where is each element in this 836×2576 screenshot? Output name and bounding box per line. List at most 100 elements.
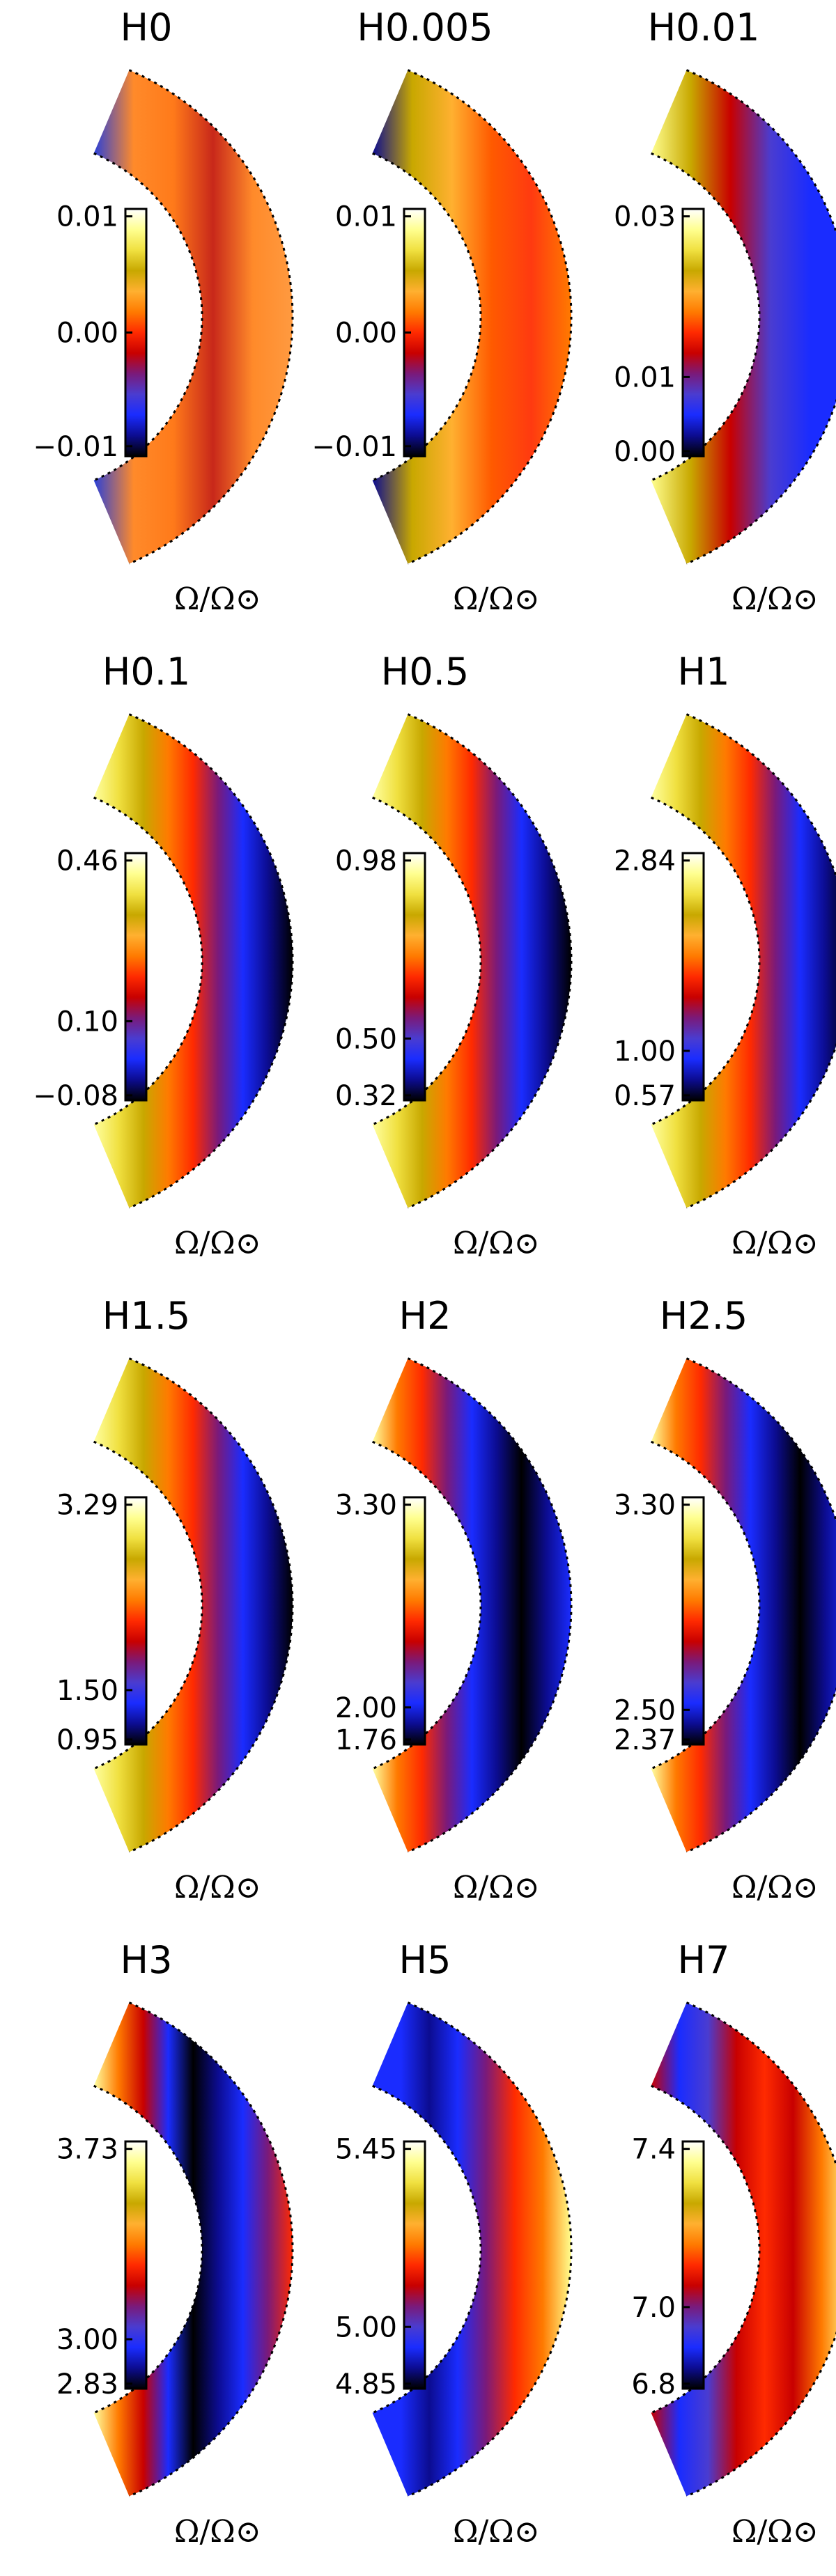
colorbar	[125, 853, 146, 1100]
colorbar-tick-label: 6.8	[631, 2368, 676, 2401]
panel: H0 0.01 0.00 −0.01 Ω/Ω⊙	[33, 6, 294, 617]
shell-contour	[651, 2002, 836, 2497]
colorbar	[404, 853, 425, 1100]
outer-boundary	[128, 2001, 294, 2497]
colorbar-tick-label: 2.50	[614, 1694, 676, 1726]
colorbar-tick-label: 3.73	[56, 2134, 118, 2166]
shell-contour	[372, 70, 571, 564]
inner-boundary	[372, 796, 482, 1126]
inner-boundary	[372, 2084, 482, 2414]
colorbar	[125, 1497, 146, 1744]
shell-contour	[93, 2002, 293, 2497]
colorbar-frame	[403, 2140, 426, 2390]
outer-boundary	[128, 1357, 294, 1853]
inner-boundary	[651, 2084, 761, 2414]
panel: H0.1 0.46 0.10 −0.08 Ω/Ω⊙	[33, 650, 294, 1261]
colorbar	[683, 2141, 704, 2389]
panel: H7 7.4 7.0 6.8 Ω/Ω⊙	[631, 1938, 836, 2550]
panel: H0.01 0.03 0.01 0.00 Ω/Ω⊙	[614, 6, 836, 617]
panel: H5 5.45 5.00 4.85 Ω/Ω⊙	[335, 1938, 573, 2550]
panel-title: H3	[121, 1938, 173, 1982]
colorbar-frame	[403, 1496, 426, 1746]
colorbar-tick-label: 0.98	[335, 845, 397, 877]
shell-contour	[372, 1358, 571, 1852]
panel: H0.005 0.01 0.00 −0.01 Ω/Ω⊙	[311, 6, 573, 617]
colorbar-tick-label: 0.46	[56, 845, 118, 877]
quantity-label: Ω/Ω⊙	[174, 2514, 261, 2550]
panel: H0.5 0.98 0.50 0.32 Ω/Ω⊙	[335, 650, 573, 1261]
colorbar-tick-label: 3.30	[614, 1490, 676, 1522]
colorbar	[125, 2141, 146, 2389]
colorbar-frame	[124, 852, 148, 1102]
quantity-label: Ω/Ω⊙	[732, 581, 819, 617]
outer-boundary	[128, 713, 294, 1209]
quantity-label: Ω/Ω⊙	[453, 1226, 540, 1261]
outer-boundary	[407, 69, 573, 565]
colorbar-tick-label: 5.45	[335, 2134, 397, 2166]
colorbar-tick-label: −0.08	[33, 1080, 118, 1112]
panel: H2.5 3.30 2.502.37 Ω/Ω⊙	[614, 1294, 836, 1905]
panel: H1.5 3.29 1.50 0.95 Ω/Ω⊙	[56, 1294, 294, 1905]
inner-boundary	[93, 796, 203, 1126]
inner-boundary	[93, 1440, 203, 1770]
colorbar-tick-label: 0.03	[614, 201, 676, 233]
colorbar-tick-label: 0.01	[614, 361, 676, 393]
colorbar-tick-label: −0.01	[311, 431, 397, 463]
colorbar-tick-label: 5.00	[335, 2311, 397, 2343]
colorbar	[404, 1497, 425, 1744]
inner-boundary	[93, 2084, 203, 2414]
inner-boundary	[372, 1440, 482, 1770]
quantity-label: Ω/Ω⊙	[174, 1226, 261, 1261]
colorbar-tick-label: 3.30	[335, 1490, 397, 1522]
colorbar-tick-label: 2.37	[614, 1724, 676, 1756]
colorbar-frame	[681, 208, 705, 458]
colorbar-tick-label: 1.00	[614, 1036, 676, 1068]
colorbar	[683, 209, 704, 456]
colorbar-tick-label: 0.57	[614, 1080, 676, 1112]
panel-title: H0.005	[357, 6, 493, 49]
colorbar-tick-label: 0.95	[56, 1724, 118, 1756]
colorbar-tick-label: 0.01	[335, 201, 397, 233]
panel: H2 3.30 2.001.76 Ω/Ω⊙	[335, 1294, 573, 1905]
panel-title: H2.5	[660, 1294, 748, 1338]
colorbar-tick-label: 0.00	[614, 436, 676, 468]
quantity-label: Ω/Ω⊙	[732, 1226, 819, 1261]
colorbar-tick-label: −0.01	[33, 431, 118, 463]
colorbar-tick-label: 0.00	[335, 318, 397, 350]
panel-title: H5	[399, 1938, 451, 1982]
colorbar-tick-label: 0.32	[335, 1080, 397, 1112]
inner-boundary	[372, 152, 482, 482]
shell-contour	[93, 70, 293, 564]
outer-boundary	[407, 2001, 573, 2497]
colorbar-frame	[681, 2140, 705, 2390]
colorbar-tick-label: 3.00	[56, 2324, 118, 2356]
quantity-label: Ω/Ω⊙	[174, 1870, 261, 1905]
panel: H3 3.73 3.00 2.83 Ω/Ω⊙	[56, 1938, 294, 2550]
colorbar	[683, 853, 704, 1100]
panel: H1 2.84 1.00 0.57 Ω/Ω⊙	[614, 650, 836, 1261]
shell-contour	[651, 714, 836, 1208]
panel-title: H0.01	[648, 6, 760, 49]
colorbar-tick-label: 4.85	[335, 2368, 397, 2401]
panel-title: H0.1	[102, 650, 190, 694]
panel-title: H7	[678, 1938, 730, 1982]
colorbar-tick-label: 1.76	[335, 1724, 397, 1756]
quantity-label: Ω/Ω⊙	[732, 1870, 819, 1905]
outer-boundary	[128, 69, 294, 565]
inner-boundary	[651, 152, 761, 482]
outer-boundary	[686, 2001, 836, 2497]
quantity-label: Ω/Ω⊙	[453, 581, 540, 617]
inner-boundary	[651, 796, 761, 1126]
quantity-label: Ω/Ω⊙	[174, 581, 261, 617]
colorbar-tick-label: 7.4	[631, 2134, 676, 2166]
colorbar-frame	[681, 852, 705, 1102]
colorbar-frame	[124, 1496, 148, 1746]
colorbar-tick-label: 2.84	[614, 845, 676, 877]
inner-boundary	[651, 1440, 761, 1770]
colorbar	[683, 1497, 704, 1744]
quantity-label: Ω/Ω⊙	[732, 2514, 819, 2550]
panel-title: H2	[399, 1294, 451, 1338]
colorbar-tick-label: 1.50	[56, 1675, 118, 1707]
